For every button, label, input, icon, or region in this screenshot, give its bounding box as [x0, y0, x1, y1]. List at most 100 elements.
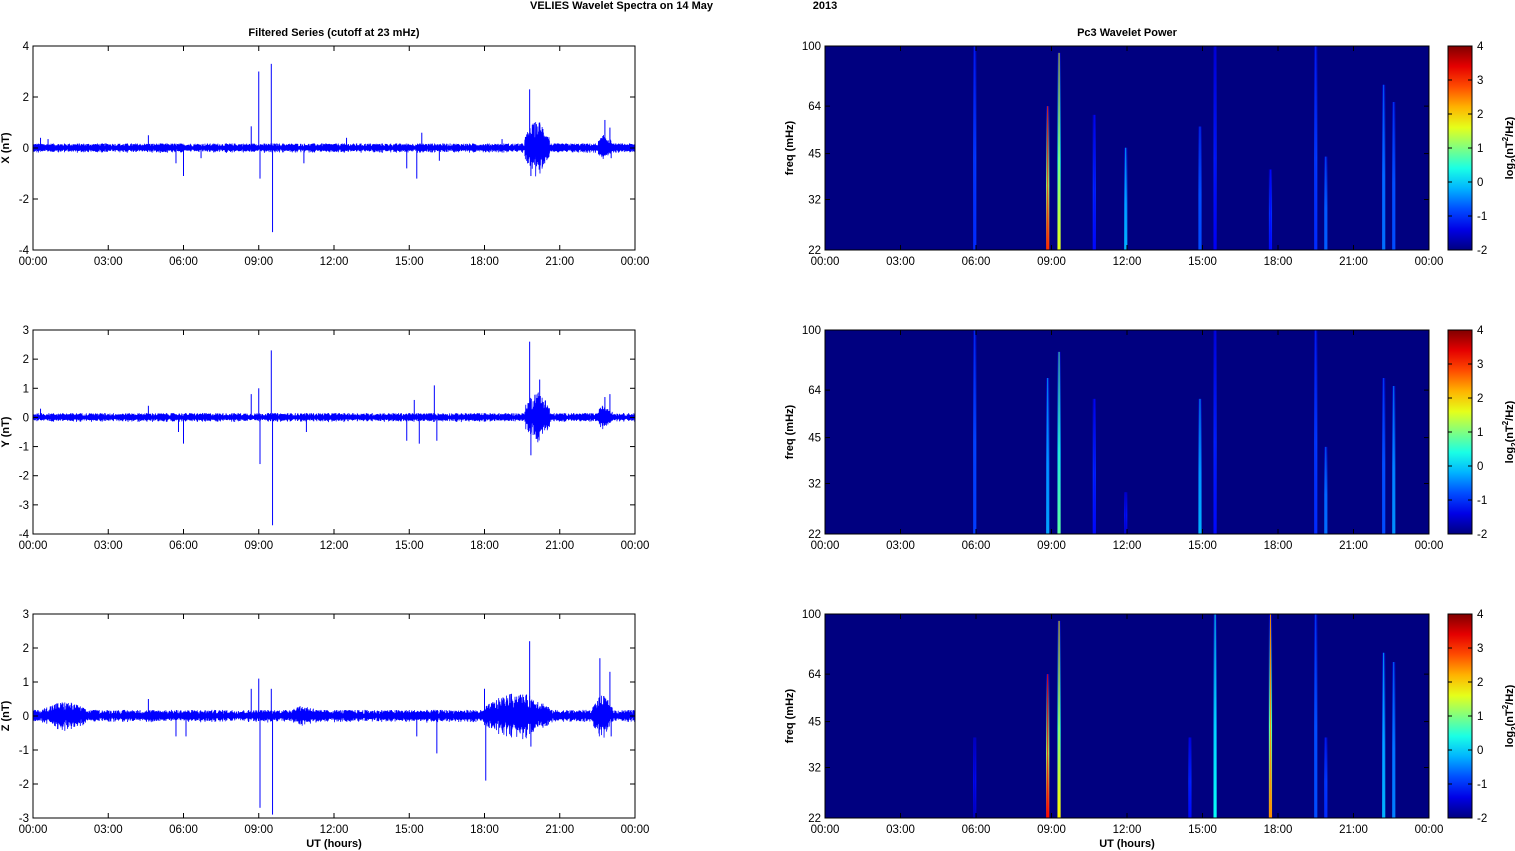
colorbar-tick-label: -2 [1477, 245, 1487, 257]
y-tick-label: -4 [19, 529, 30, 541]
colorbar-label-part: (nT [1504, 425, 1515, 442]
colorbar-label: log2(nT2/Hz) [1501, 684, 1515, 747]
x-tick-label: 00:00 [1415, 540, 1444, 552]
y-axis-label: Y (nT) [0, 416, 12, 447]
colorbar-label-part: /Hz) [1504, 116, 1515, 137]
colorbar-label-part: 2 [1501, 420, 1510, 425]
x-tick-label: 06:00 [962, 824, 991, 836]
x-tick-label: 00:00 [811, 256, 840, 268]
x-tick-label: 12:00 [1113, 824, 1142, 836]
y-tick-label: 45 [808, 717, 821, 729]
panels: 420-2-400:00 03:00 06:00 09:00 12:00 15:00 18:… [0, 27, 1515, 850]
y-tick-label: 22 [808, 529, 821, 541]
x-tick-label: 00:00 [621, 824, 650, 836]
x-tick-label: 06:00 [169, 256, 198, 268]
y-tick-label: 100 [802, 325, 821, 337]
y-tick-label: -1 [19, 442, 29, 454]
x-tick-label: 09:00 [1037, 256, 1066, 268]
colorbar-tick-label: -2 [1477, 813, 1487, 825]
y-tick-label: 32 [808, 763, 821, 775]
x-tick-label: 06:00 [169, 540, 198, 552]
x-tick-label: 03:00 [886, 540, 915, 552]
x-tick-label: 18:00 [1264, 256, 1293, 268]
x-tick-label: 00:00 [1415, 824, 1444, 836]
colorbar-label-part: log [1504, 163, 1515, 180]
colorbar-tick-label: -1 [1477, 495, 1487, 507]
x-tick-label: 15:00 [1188, 540, 1217, 552]
x-tick-label: 21:00 [1339, 540, 1368, 552]
x-tick-label: 00:00 [811, 540, 840, 552]
y-tick-label: 45 [808, 149, 821, 161]
colorbar-label-part: log [1504, 447, 1515, 464]
y-tick-label: 64 [808, 385, 821, 397]
x-tick-label: 00:00 [621, 256, 650, 268]
y-tick-label: 0 [23, 412, 29, 424]
colorbar-label-part: /Hz) [1504, 400, 1515, 421]
y-tick-label: -2 [19, 194, 29, 206]
y-tick-label: 32 [808, 479, 821, 491]
colorbar-tick-label: 3 [1477, 643, 1483, 655]
x-tick-label: 15:00 [1188, 824, 1217, 836]
x-tick-label: 21:00 [545, 256, 574, 268]
x-tick-label: 12:00 [1113, 540, 1142, 552]
x-tick-label: 09:00 [244, 540, 273, 552]
colorbar-label-part: (nT [1504, 709, 1515, 726]
x-tick-label: 15:00 [395, 256, 424, 268]
y-tick-label: 2 [23, 92, 29, 104]
colorbar-label-part: 2 [1501, 704, 1510, 709]
x-tick-label: 18:00 [1264, 540, 1293, 552]
y-tick-label: 3 [23, 609, 29, 621]
y-axis-label: freq (mHz) [784, 120, 796, 175]
colorbar-label-part: 2 [1501, 136, 1510, 141]
colorbar-tick-label: 1 [1477, 143, 1483, 155]
y-tick-label: -3 [19, 813, 29, 825]
panel-title: Pc3 Wavelet Power [1077, 27, 1178, 39]
y-tick-label: 100 [802, 41, 821, 53]
x-tick-label: 21:00 [545, 824, 574, 836]
x-tick-label: 15:00 [1188, 256, 1217, 268]
y-tick-label: 0 [23, 143, 29, 155]
x-tick-label: 00:00 [1415, 256, 1444, 268]
x-tick-label: 09:00 [1037, 824, 1066, 836]
x-tick-label: 12:00 [320, 824, 349, 836]
y-tick-label: 22 [808, 245, 821, 257]
y-tick-label: -2 [19, 779, 29, 791]
panel-title: Filtered Series (cutoff at 23 mHz) [248, 27, 419, 39]
x-tick-label: 00:00 [19, 256, 48, 268]
suptitle-right: 2013 [813, 0, 837, 12]
x-tick-label: 03:00 [94, 540, 123, 552]
y-axis-label: freq (mHz) [784, 688, 796, 743]
colorbar-tick-label: 0 [1477, 177, 1483, 189]
x-tick-label: 00:00 [621, 540, 650, 552]
signal-trace [32, 693, 636, 740]
x-tick-label: 03:00 [886, 256, 915, 268]
colorbar-tick-label: 2 [1477, 393, 1483, 405]
y-tick-label: 32 [808, 195, 821, 207]
x-tick-label: 00:00 [19, 540, 48, 552]
y-tick-label: 1 [23, 677, 29, 689]
x-tick-label: 06:00 [169, 824, 198, 836]
x-tick-label: 18:00 [1264, 824, 1293, 836]
colorbar-tick-label: 4 [1477, 325, 1484, 337]
x-tick-label: 18:00 [470, 256, 499, 268]
y-tick-label: 2 [23, 354, 29, 366]
y-tick-label: 3 [23, 325, 29, 337]
y-tick-label: 4 [23, 41, 30, 53]
x-tick-label: 03:00 [94, 256, 123, 268]
colorbar-label-part: 2 [1510, 726, 1515, 731]
x-tick-label: 21:00 [1339, 824, 1368, 836]
x-tick-label: 06:00 [962, 540, 991, 552]
y-axis-label: freq (mHz) [784, 404, 796, 459]
colorbar-tick-label: 1 [1477, 427, 1483, 439]
colorbar-tick-label: -1 [1477, 211, 1487, 223]
heatmap-background [825, 614, 1429, 818]
colorbar-label: log2(nT2/Hz) [1501, 116, 1515, 179]
x-tick-label: 12:00 [320, 540, 349, 552]
x-tick-label: 21:00 [545, 540, 574, 552]
colorbar-label-part: 2 [1510, 442, 1515, 447]
y-axis-label: X (nT) [0, 132, 12, 163]
signal-trace [32, 122, 636, 177]
